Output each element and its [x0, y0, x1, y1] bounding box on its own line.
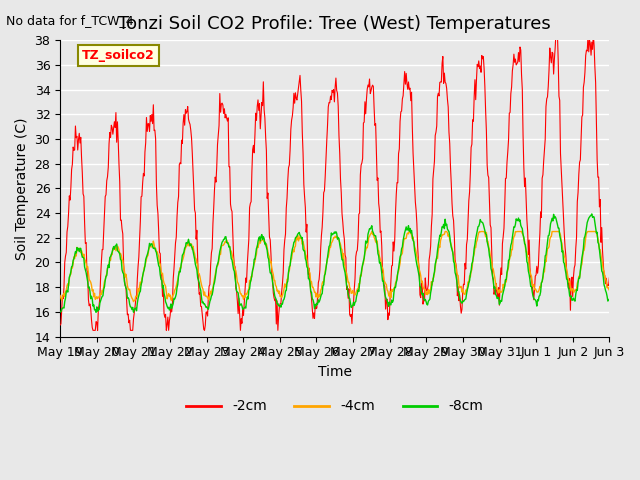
Text: No data for f_TCW_4: No data for f_TCW_4: [6, 14, 134, 27]
Title: Tonzi Soil CO2 Profile: Tree (West) Temperatures: Tonzi Soil CO2 Profile: Tree (West) Temp…: [118, 15, 551, 33]
Legend: -2cm, -4cm, -8cm: -2cm, -4cm, -8cm: [180, 394, 489, 419]
Text: TZ_soilco2: TZ_soilco2: [82, 49, 155, 62]
Y-axis label: Soil Temperature (C): Soil Temperature (C): [15, 117, 29, 260]
X-axis label: Time: Time: [318, 365, 352, 379]
